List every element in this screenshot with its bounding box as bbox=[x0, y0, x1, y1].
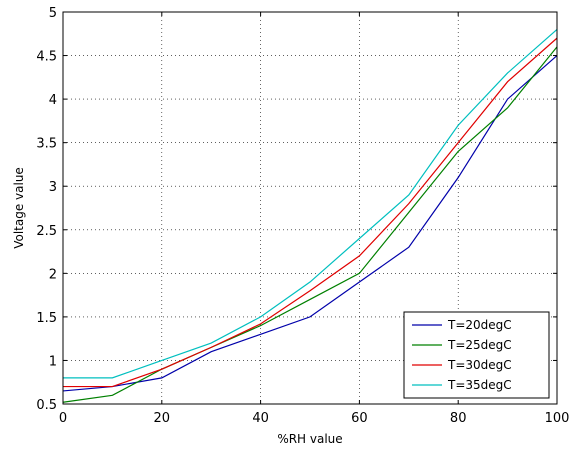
series-line bbox=[63, 37, 558, 388]
x-tick-label: 20 bbox=[154, 411, 171, 426]
x-axis-title: %RH value bbox=[277, 432, 342, 446]
y-axis-title: Voltage value bbox=[12, 167, 26, 249]
y-tick-label: 1 bbox=[49, 354, 57, 369]
x-tick-label: 60 bbox=[351, 411, 368, 426]
x-tick-label: 80 bbox=[450, 411, 467, 426]
axis-ticks: 0 20 40 60 80 100 0.5 1 1.5 2 2.5 3 3.5 4 4.5 5 bbox=[36, 6, 569, 426]
grid bbox=[63, 12, 557, 404]
y-tick-label: 2.5 bbox=[36, 224, 57, 239]
y-tick-label: 4 bbox=[49, 93, 57, 108]
legend-label: T=30degC bbox=[447, 358, 512, 372]
y-tick-label: 3.5 bbox=[36, 137, 57, 152]
y-tick-label: 2 bbox=[49, 267, 57, 282]
legend-label: T=20degC bbox=[447, 318, 512, 332]
plot-frame bbox=[62, 11, 558, 405]
series-lines bbox=[62, 28, 558, 403]
y-tick-label: 3 bbox=[49, 180, 57, 195]
series-line bbox=[62, 46, 558, 403]
series-line bbox=[62, 55, 558, 392]
series-line bbox=[63, 28, 558, 379]
x-tick-label: 100 bbox=[545, 411, 569, 426]
legend-label: T=25degC bbox=[447, 338, 512, 352]
x-tick-label: 40 bbox=[252, 411, 269, 426]
y-tick-label: 0.5 bbox=[36, 398, 57, 413]
y-tick-label: 4.5 bbox=[36, 50, 57, 65]
legend-box bbox=[403, 311, 550, 399]
legend: T=20degC T=25degC T=30degC T=35degC bbox=[403, 311, 550, 399]
x-tick-label: 0 bbox=[59, 411, 67, 426]
y-tick-label: 5 bbox=[49, 6, 57, 21]
y-tick-label: 1.5 bbox=[36, 311, 57, 326]
legend-label: T=35degC bbox=[447, 378, 512, 392]
